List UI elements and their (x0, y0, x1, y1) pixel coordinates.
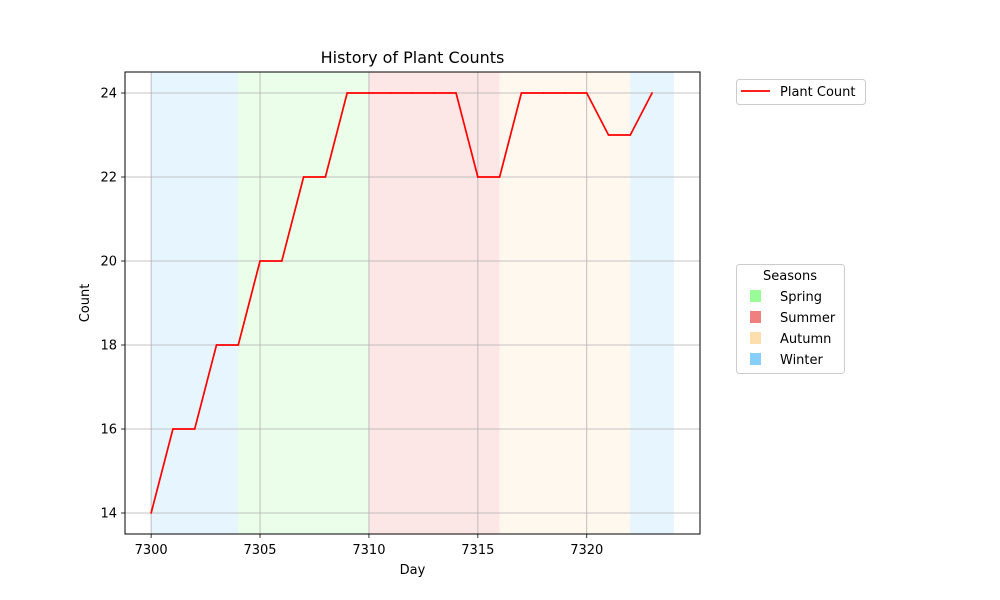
x-tick-label: 7310 (352, 543, 385, 558)
y-axis: 14 16 18 20 22 24 (100, 87, 125, 522)
series-layer (150, 92, 653, 514)
data-point (172, 428, 174, 430)
data-point (476, 176, 479, 178)
chart-title: History of Plant Counts (321, 48, 505, 67)
data-point (193, 428, 196, 430)
data-point (368, 92, 370, 94)
data-point (498, 176, 501, 178)
seasons-legend-items: Spring Summer Autumn Winter (750, 290, 836, 368)
season-legend-label: Winter (780, 353, 824, 368)
seasons-legend-title: Seasons (763, 269, 817, 284)
data-point (411, 92, 414, 94)
data-point (215, 344, 218, 346)
x-axis-label: Day (400, 563, 426, 578)
data-point (237, 344, 240, 346)
data-point (607, 134, 610, 136)
data-point (433, 92, 436, 94)
season-legend-label: Autumn (780, 332, 831, 347)
plot-frame (124, 71, 701, 535)
x-axis: 7300 7305 7310 7315 7320 (135, 534, 603, 558)
data-point (150, 512, 153, 514)
data-point (324, 176, 327, 178)
data-point (455, 92, 457, 94)
season-legend-swatch (750, 353, 761, 365)
x-tick-label: 7300 (135, 543, 168, 558)
x-tick-label: 7305 (243, 543, 276, 558)
season-legend-swatch (750, 332, 761, 344)
x-tick-label: 7315 (461, 543, 494, 558)
data-point (389, 92, 392, 94)
y-tick-label: 24 (100, 87, 117, 102)
season-legend-swatch (750, 311, 761, 323)
x-tick-label: 7320 (570, 543, 603, 558)
data-point (542, 92, 545, 94)
y-tick-label: 16 (100, 423, 117, 438)
y-axis-label: Count (78, 284, 93, 323)
season-span-winter (630, 72, 674, 534)
y-tick-label: 18 (100, 339, 117, 354)
season-legend-label: Summer (780, 311, 836, 326)
season-legend-swatch (750, 290, 761, 302)
seasons-legend-frame (736, 264, 845, 374)
season-legend-label: Spring (780, 290, 822, 305)
series-legend-frame (736, 79, 866, 105)
series-line-plant-count (150, 92, 653, 514)
y-tick-label: 14 (100, 507, 117, 522)
data-point (629, 134, 632, 136)
series-legend: Plant Count (736, 79, 866, 105)
series-legend-label: Plant Count (780, 85, 856, 100)
data-point (259, 260, 261, 262)
season-span-spring (238, 72, 369, 534)
data-point (564, 92, 566, 94)
data-point (346, 92, 349, 94)
seasons-legend: Seasons Spring Summer Autumn Winter (736, 264, 845, 374)
data-point (585, 92, 588, 94)
data-point (520, 92, 523, 94)
y-tick-label: 20 (100, 255, 117, 270)
data-point (302, 176, 305, 178)
season-span-summer (368, 72, 500, 534)
y-tick-label: 22 (100, 171, 117, 186)
season-spans (151, 72, 674, 534)
season-span-autumn (499, 72, 631, 534)
data-point (280, 260, 283, 262)
data-point (651, 92, 653, 94)
